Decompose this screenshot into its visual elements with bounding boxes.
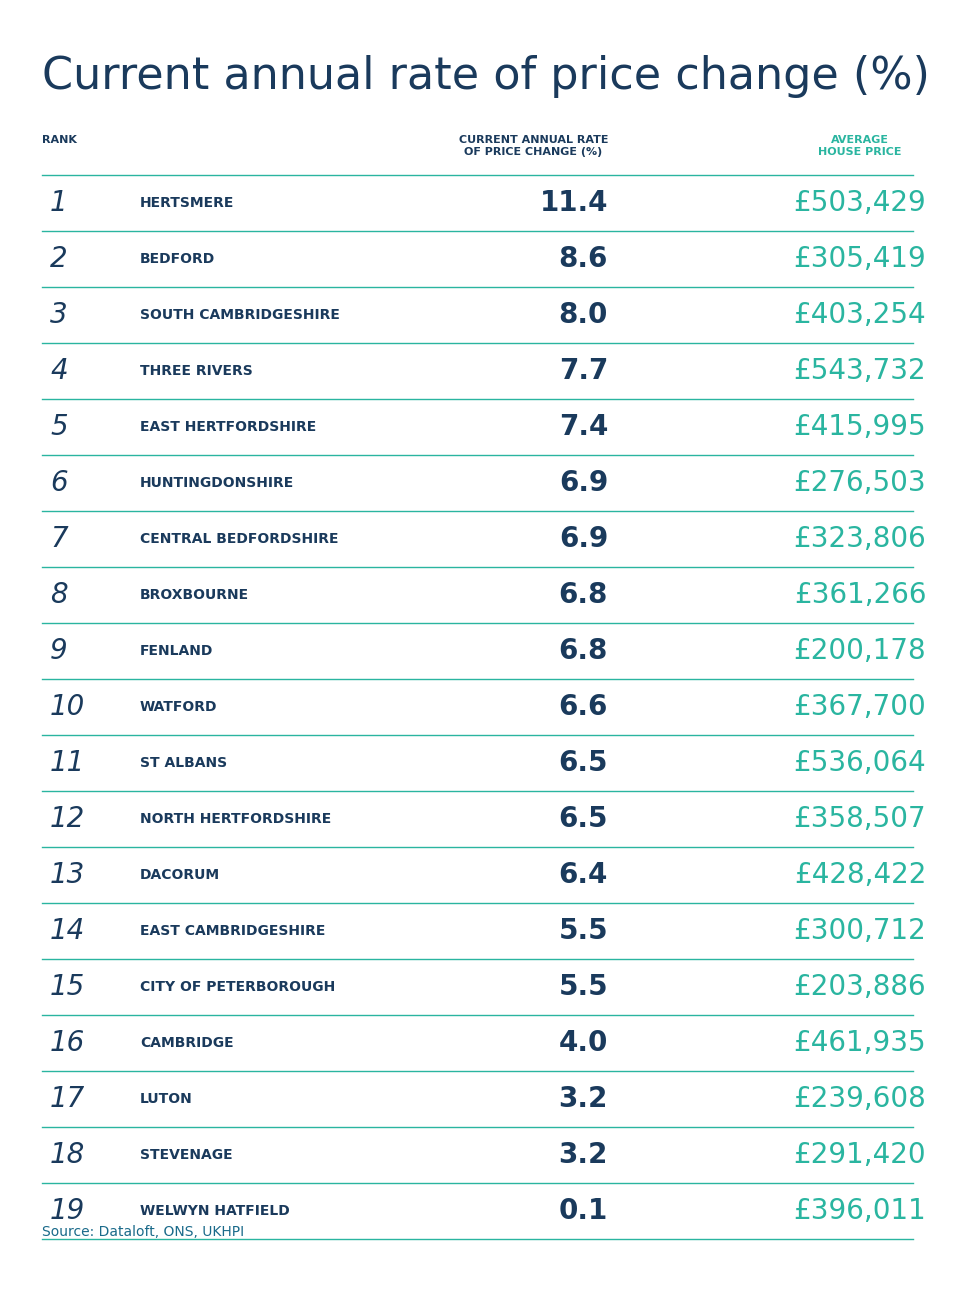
- Text: 3.2: 3.2: [559, 1085, 608, 1112]
- Text: 6.4: 6.4: [559, 861, 608, 889]
- Text: £543,732: £543,732: [794, 357, 926, 385]
- Text: 11.4: 11.4: [540, 189, 608, 217]
- Text: BEDFORD: BEDFORD: [140, 253, 215, 266]
- Text: EAST HERTFORDSHIRE: EAST HERTFORDSHIRE: [140, 420, 316, 434]
- Text: CURRENT ANNUAL RATE
OF PRICE CHANGE (%): CURRENT ANNUAL RATE OF PRICE CHANGE (%): [458, 135, 608, 156]
- Text: DACORUM: DACORUM: [140, 867, 220, 882]
- Text: £361,266: £361,266: [794, 581, 926, 608]
- Text: 15: 15: [50, 973, 85, 1002]
- Text: 4.0: 4.0: [559, 1029, 608, 1057]
- Text: 11: 11: [50, 749, 85, 777]
- Text: 7.7: 7.7: [559, 357, 608, 385]
- Text: £323,806: £323,806: [794, 525, 926, 553]
- Text: Current annual rate of price change (%): Current annual rate of price change (%): [42, 55, 930, 98]
- Text: £358,507: £358,507: [794, 806, 926, 833]
- Text: 19: 19: [50, 1197, 85, 1225]
- Text: £503,429: £503,429: [794, 189, 926, 217]
- Text: THREE RIVERS: THREE RIVERS: [140, 363, 253, 378]
- Text: 10: 10: [50, 693, 85, 721]
- Text: RANK: RANK: [42, 135, 76, 144]
- Text: CENTRAL BEDFORDSHIRE: CENTRAL BEDFORDSHIRE: [140, 532, 338, 547]
- Text: £536,064: £536,064: [794, 749, 926, 777]
- Text: HUNTINGDONSHIRE: HUNTINGDONSHIRE: [140, 476, 294, 490]
- Text: 4: 4: [50, 357, 68, 385]
- Text: 6.9: 6.9: [559, 469, 608, 498]
- Text: £461,935: £461,935: [794, 1029, 926, 1057]
- Text: 1: 1: [50, 189, 68, 217]
- Text: 8: 8: [50, 581, 68, 608]
- Text: £396,011: £396,011: [794, 1197, 926, 1225]
- Text: £305,419: £305,419: [794, 245, 926, 273]
- Text: £276,503: £276,503: [794, 469, 926, 498]
- Text: 0.1: 0.1: [559, 1197, 608, 1225]
- Text: STEVENAGE: STEVENAGE: [140, 1148, 233, 1161]
- Text: £291,420: £291,420: [794, 1141, 926, 1169]
- Text: £415,995: £415,995: [794, 412, 926, 441]
- Text: 18: 18: [50, 1141, 85, 1169]
- Text: 7: 7: [50, 525, 68, 553]
- Text: 8.0: 8.0: [559, 302, 608, 329]
- Text: 5: 5: [50, 412, 68, 441]
- Text: 6.9: 6.9: [559, 525, 608, 553]
- Text: LUTON: LUTON: [140, 1092, 193, 1106]
- Text: 5.5: 5.5: [559, 916, 608, 945]
- Text: NORTH HERTFORDSHIRE: NORTH HERTFORDSHIRE: [140, 812, 331, 826]
- Text: 3: 3: [50, 302, 68, 329]
- Text: 2: 2: [50, 245, 68, 273]
- Text: 3.2: 3.2: [559, 1141, 608, 1169]
- Text: £428,422: £428,422: [794, 861, 926, 889]
- Text: 6: 6: [50, 469, 68, 498]
- Text: 6.5: 6.5: [559, 749, 608, 777]
- Text: 6.5: 6.5: [559, 806, 608, 833]
- Text: 9: 9: [50, 637, 68, 665]
- Text: £367,700: £367,700: [794, 693, 926, 721]
- Text: £300,712: £300,712: [794, 916, 926, 945]
- Text: SOUTH CAMBRIDGESHIRE: SOUTH CAMBRIDGESHIRE: [140, 308, 340, 322]
- Text: £200,178: £200,178: [794, 637, 926, 665]
- Text: 6.8: 6.8: [559, 581, 608, 608]
- Text: 13: 13: [50, 861, 85, 889]
- Text: WELWYN HATFIELD: WELWYN HATFIELD: [140, 1204, 289, 1218]
- Text: FENLAND: FENLAND: [140, 644, 213, 657]
- Text: 5.5: 5.5: [559, 973, 608, 1002]
- Text: 8.6: 8.6: [559, 245, 608, 273]
- Text: 16: 16: [50, 1029, 85, 1057]
- Text: £239,608: £239,608: [794, 1085, 926, 1112]
- Text: CAMBRIDGE: CAMBRIDGE: [140, 1036, 234, 1051]
- Text: 7.4: 7.4: [559, 412, 608, 441]
- Text: 6.6: 6.6: [559, 693, 608, 721]
- Text: £203,886: £203,886: [794, 973, 926, 1002]
- Text: ST ALBANS: ST ALBANS: [140, 757, 227, 770]
- Text: EAST CAMBRIDGESHIRE: EAST CAMBRIDGESHIRE: [140, 924, 326, 938]
- Text: HERTSMERE: HERTSMERE: [140, 196, 234, 210]
- Text: CITY OF PETERBOROUGH: CITY OF PETERBOROUGH: [140, 980, 335, 994]
- Text: WATFORD: WATFORD: [140, 700, 218, 714]
- Text: £403,254: £403,254: [794, 302, 926, 329]
- Text: 14: 14: [50, 916, 85, 945]
- Text: 12: 12: [50, 806, 85, 833]
- Text: Source: Dataloft, ONS, UKHPI: Source: Dataloft, ONS, UKHPI: [42, 1225, 244, 1239]
- Text: BROXBOURNE: BROXBOURNE: [140, 588, 249, 602]
- Text: 17: 17: [50, 1085, 85, 1112]
- Text: AVERAGE
HOUSE PRICE: AVERAGE HOUSE PRICE: [818, 135, 902, 156]
- Text: 6.8: 6.8: [559, 637, 608, 665]
